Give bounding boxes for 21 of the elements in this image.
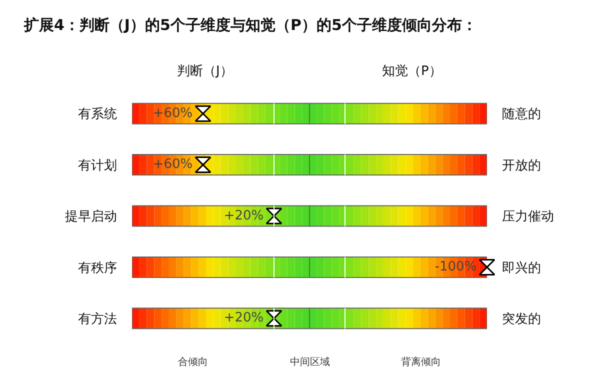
text: 扩展4：判断（J）的5个子维度与知觉（P）的5个子维度倾向分布： [23, 16, 477, 34]
category-label: 有计划 [78, 158, 117, 174]
data-label: -100% [434, 259, 477, 274]
data-label: +60% [152, 106, 193, 121]
category-label: 有系统 [78, 107, 117, 122]
category-label: 突发的 [502, 312, 541, 327]
text: 知觉（P） [382, 64, 442, 79]
text: 中间区域 [290, 356, 330, 368]
text: 合倾向 [178, 356, 208, 368]
category-label: 即兴的 [502, 260, 541, 276]
category-label: 开放的 [502, 158, 541, 174]
category-label: 随意的 [502, 107, 541, 122]
data-label: +20% [224, 208, 264, 224]
text: 判断（J） [177, 64, 233, 79]
category-label: 有方法 [78, 310, 117, 327]
category-label: 有秩序 [78, 260, 117, 276]
data-label: +20% [224, 310, 264, 326]
category-label: 提早启动 [65, 208, 117, 225]
text: 背离倾向 [401, 356, 441, 368]
data-label: +60% [152, 157, 193, 172]
category-label: 压力催动 [502, 210, 554, 225]
